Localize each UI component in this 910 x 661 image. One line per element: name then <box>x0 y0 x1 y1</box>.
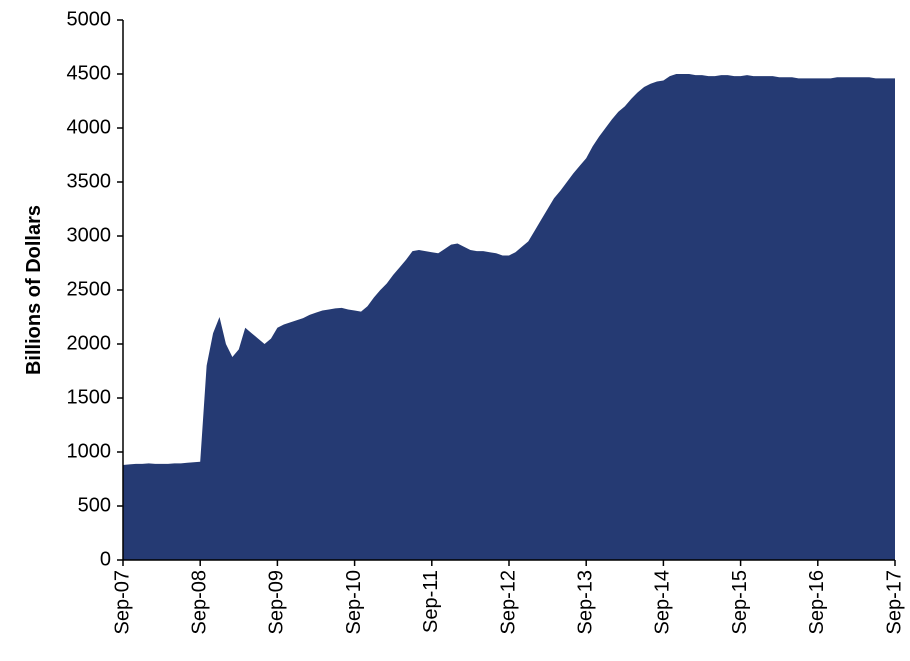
x-tick-label: Sep-17 <box>883 570 905 635</box>
x-tick-label: Sep-13 <box>574 570 596 635</box>
x-tick-label: Sep-11 <box>420 570 442 633</box>
x-tick-label: Sep-09 <box>266 570 288 635</box>
x-tick-label: Sep-07 <box>111 570 133 635</box>
y-tick-label: 2000 <box>67 332 112 354</box>
y-tick-label: 0 <box>100 548 111 570</box>
y-tick-label: 4000 <box>67 116 112 138</box>
y-tick-label: 1500 <box>67 386 112 408</box>
y-tick-label: 1000 <box>67 440 112 462</box>
y-tick-label: 3500 <box>67 170 112 192</box>
y-tick-label: 5000 <box>67 8 112 30</box>
y-tick-label: 2500 <box>67 278 112 300</box>
x-tick-label: Sep-12 <box>497 570 519 635</box>
x-tick-label: Sep-16 <box>806 570 828 635</box>
x-tick-label: Sep-15 <box>729 570 751 635</box>
x-tick-label: Sep-14 <box>652 570 674 635</box>
x-tick-label: Sep-10 <box>343 570 365 635</box>
y-axis-label: Billions of Dollars <box>23 205 45 375</box>
area <box>123 74 895 560</box>
y-tick-label: 3000 <box>67 224 112 246</box>
y-tick-label: 4500 <box>67 62 112 84</box>
x-tick-label: Sep-08 <box>188 570 210 635</box>
y-tick-label: 500 <box>78 494 111 516</box>
